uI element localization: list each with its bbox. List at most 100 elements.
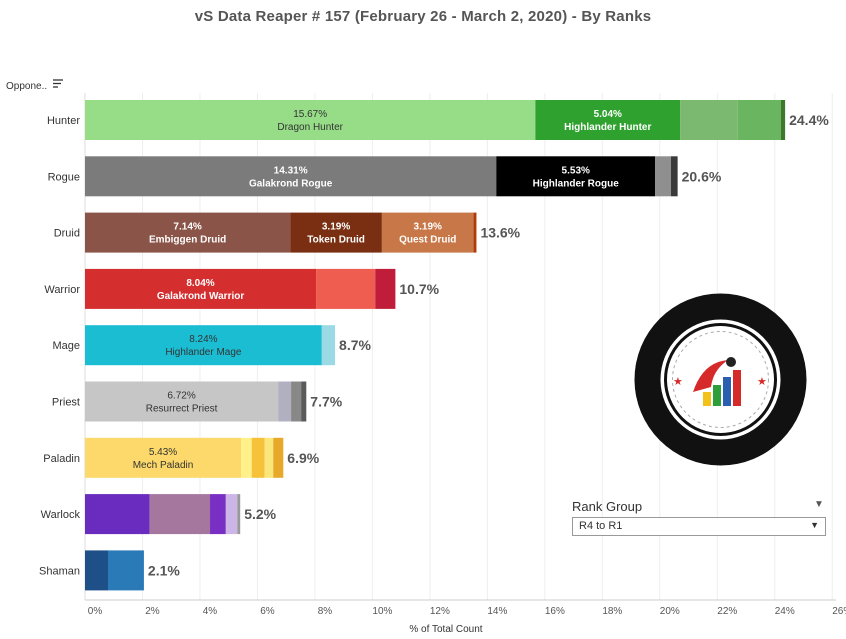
rank-group-select[interactable]: R4 to R1 ▼ [572,517,826,536]
bar-segment[interactable] [473,212,477,253]
bar-segment[interactable] [264,437,274,478]
total-label: 13.6% [480,225,520,241]
bar-segment[interactable] [780,100,786,140]
segment-percent-label: 5.04% [594,109,622,120]
bar-segment[interactable] [149,494,211,535]
total-label: 5.2% [244,506,276,522]
x-tick-label: 12% [430,606,450,617]
segment-archetype-label: Highlander Hunter [564,122,651,133]
x-tick-label: 4% [203,606,218,617]
x-axis-label: % of Total Count [409,624,482,635]
total-label: 10.7% [399,281,439,297]
category-label: Paladin [43,453,80,465]
category-label: Warlock [41,509,81,521]
data-reaper-report-logo: ★ ★ [633,292,808,467]
total-label: 24.4% [789,112,829,128]
x-tick-label: 10% [372,606,392,617]
bar-segment[interactable] [85,381,279,422]
segment-percent-label: 15.67% [293,109,327,120]
category-label: Druid [54,228,80,240]
rank-group-value: R4 to R1 [579,520,623,532]
bar-segment[interactable] [321,325,336,366]
svg-text:★: ★ [757,376,767,388]
segment-percent-label: 8.04% [186,278,214,289]
segment-percent-label: 6.72% [167,391,195,402]
segment-archetype-label: Embiggen Druid [149,235,226,246]
bar-segment[interactable] [535,100,681,140]
bar-segment[interactable] [210,494,226,535]
segment-percent-label: 14.31% [274,165,308,176]
total-label: 2.1% [148,562,180,578]
bar-segment[interactable] [301,381,307,422]
segment-percent-label: 3.19% [414,222,442,233]
category-label: Rogue [48,171,80,183]
category-label: Priest [52,397,80,409]
x-tick-label: 0% [88,606,103,617]
x-tick-label: 20% [660,606,680,617]
category-label: Shaman [39,565,80,577]
category-label: Warrior [44,284,80,296]
segment-archetype-label: Dragon Hunter [277,122,343,133]
bar-segment[interactable] [85,550,108,591]
bar-segment[interactable] [85,212,291,253]
x-tick-label: 24% [775,606,795,617]
segment-archetype-label: Resurrect Priest [146,404,218,415]
bar-segment[interactable] [381,212,474,253]
bar-segment[interactable] [375,268,396,309]
segment-archetype-label: Highlander Rogue [533,178,620,189]
segment-archetype-label: Quest Druid [399,235,456,246]
chart-title: vS Data Reaper # 157 (February 26 - Marc… [194,8,652,25]
x-tick-labels: 0% 2% 4% 6% 8% 10% 12% 14% 16% 18% 20% 22% 24% 26% [88,606,846,617]
total-label: 7.7% [310,394,342,410]
x-tick-label: 26% [832,606,846,617]
bar-segment[interactable] [251,437,265,478]
bar-segment[interactable] [85,494,150,535]
segment-archetype-label: Mech Paladin [133,460,194,471]
sort-icon[interactable] [53,79,63,88]
bar-segment[interactable] [291,381,302,422]
segment-percent-label: 3.19% [322,222,350,233]
x-tick-label: 18% [602,606,622,617]
x-tick-label: 14% [487,606,507,617]
bar-segment[interactable] [671,156,678,197]
bar-segment[interactable] [107,550,144,591]
bars: 15.67% Dragon Hunter 5.04% Highlander Hunte… [85,100,829,591]
bar-segment[interactable] [496,156,656,197]
bar-segment[interactable] [85,325,322,366]
x-tick-label: 6% [260,606,275,617]
segment-percent-label: 5.53% [562,165,590,176]
category-label: Mage [52,340,80,352]
total-label: 20.6% [682,168,722,184]
bar-segment[interactable] [85,437,242,478]
chevron-down-icon: ▼ [810,520,819,530]
bar-segment[interactable] [278,381,292,422]
segment-archetype-label: Highlander Mage [165,347,242,358]
bar-segment[interactable] [85,268,317,309]
bar-segment[interactable] [737,100,781,140]
total-label: 6.9% [287,450,319,466]
segment-archetype-label: Token Druid [307,235,365,246]
bar-segment[interactable] [85,156,497,197]
segment-archetype-label: Galakrond Warrior [157,291,245,302]
x-tick-label: 22% [717,606,737,617]
x-tick-label: 16% [545,606,565,617]
sort-header[interactable]: Oppone.. [6,79,63,92]
bar-segment[interactable] [290,212,382,253]
rank-group-menu-icon[interactable]: ▼ [814,499,824,510]
bar-segment[interactable] [273,437,284,478]
svg-text:★: ★ [673,376,683,388]
bar-segment[interactable] [225,494,238,535]
segment-percent-label: 8.24% [189,334,217,345]
total-label: 8.7% [339,337,371,353]
segment-percent-label: 7.14% [173,222,201,233]
x-tick-label: 8% [318,606,333,617]
category-labels: Hunter Rogue Druid Warrior Mage Priest Paladin… [39,115,80,577]
segment-archetype-label: Galakrond Rogue [249,178,333,189]
bar-segment[interactable] [241,437,252,478]
bar-segment[interactable] [316,268,376,309]
bar-segment[interactable] [237,494,241,535]
bar-segment[interactable] [680,100,738,140]
bar-segment[interactable] [85,100,536,140]
bar-segment[interactable] [655,156,672,197]
